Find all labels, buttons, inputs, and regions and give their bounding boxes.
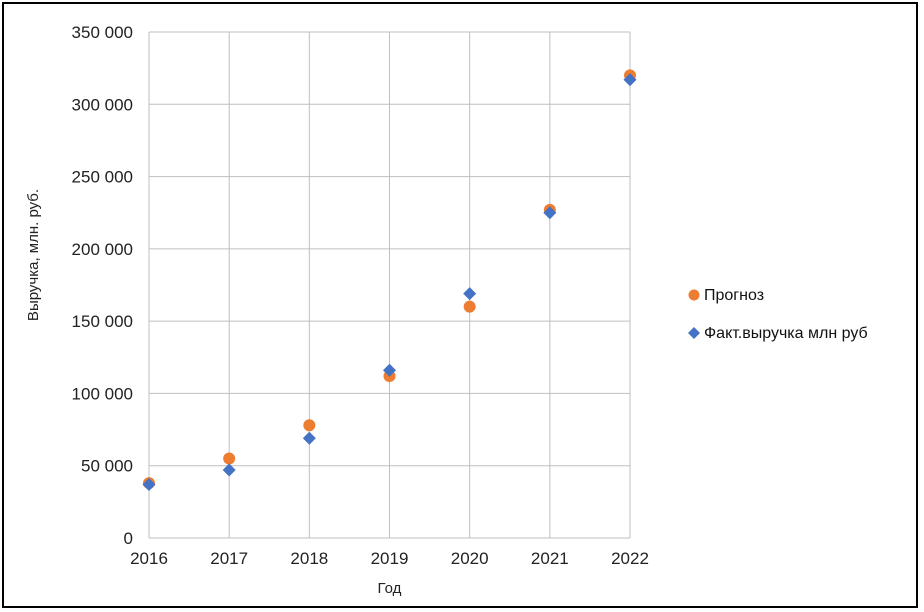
x-tick-label: 2016 [130,549,168,568]
x-tick-label: 2022 [611,549,649,568]
legend-marker-actual [688,327,700,339]
forecast-point [303,419,316,432]
x-tick-label: 2021 [531,549,569,568]
actual-point [222,463,236,477]
x-tick-label: 2017 [210,549,248,568]
legend-label: Прогноз [704,287,764,304]
actual-point [543,206,557,220]
x-tick-label: 2019 [371,549,409,568]
y-tick-label: 350 000 [72,23,133,42]
forecast-point [463,300,476,313]
forecast-point [223,452,236,465]
y-tick-label: 150 000 [72,312,133,331]
y-tick-label: 200 000 [72,240,133,259]
y-tick-label: 250 000 [72,168,133,187]
y-tick-label: 100 000 [72,384,133,403]
x-axis-label: Год [378,580,402,597]
x-axis-ticks: 2016 2017 2018 2019 2020 2021 2022 [130,549,649,568]
y-axis-label: Выручка, млн. руб. [25,189,42,321]
actual-point [623,73,637,87]
actual-point [463,287,477,301]
y-tick-label: 0 [124,529,133,548]
legend: Прогноз Факт.выручка млн руб [688,287,868,342]
x-tick-label: 2018 [290,549,328,568]
x-tick-label: 2020 [451,549,489,568]
y-tick-label: 300 000 [72,95,133,114]
scatter-chart: 0 50 000 100 000 150 000 200 000 250 000 300 0… [25,23,868,597]
grid-lines [148,31,631,539]
y-tick-label: 50 000 [81,457,133,476]
legend-label: Факт.выручка млн руб [704,325,868,342]
data-points [142,69,637,492]
actual-point [383,363,396,377]
y-axis-ticks: 0 50 000 100 000 150 000 200 000 250 000 300 0… [72,23,133,548]
legend-marker-forecast [688,289,700,301]
actual-point [142,478,156,492]
actual-point [302,431,316,445]
